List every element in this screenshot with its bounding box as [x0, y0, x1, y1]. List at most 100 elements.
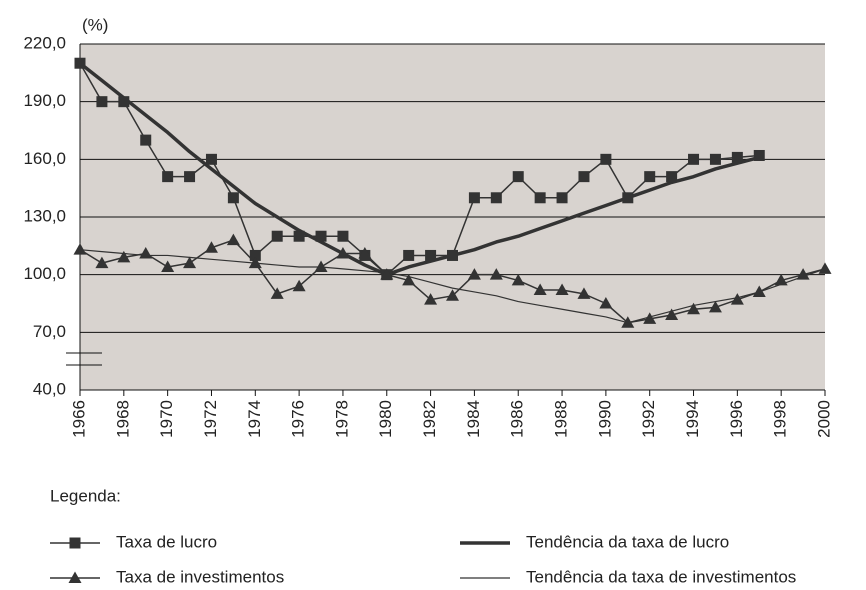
marker-square — [534, 192, 546, 204]
x-tick-label: 1978 — [332, 400, 351, 438]
marker-triangle — [183, 256, 197, 269]
marker-triangle — [358, 247, 372, 259]
marker-square — [731, 151, 743, 163]
y-tick-label: 130,0 — [23, 206, 66, 225]
x-tick-label: 2000 — [814, 400, 833, 438]
marker-triangle — [402, 273, 416, 286]
marker-square — [337, 230, 349, 242]
marker-square — [74, 57, 86, 69]
marker-triangle — [161, 260, 175, 272]
x-tick-label: 1968 — [113, 400, 132, 438]
marker-square — [666, 171, 678, 183]
marker-square — [425, 249, 437, 261]
marker-square — [512, 171, 524, 183]
marker-square — [140, 134, 152, 146]
marker-square — [69, 537, 81, 549]
x-tick-label: 1970 — [157, 400, 176, 438]
marker-triangle — [577, 287, 591, 299]
marker-square — [468, 192, 480, 204]
legend-title: Legenda: — [50, 486, 121, 505]
marker-square — [578, 171, 590, 183]
marker-triangle — [292, 279, 306, 292]
x-tick-label: 1976 — [289, 400, 308, 438]
marker-square — [184, 171, 196, 183]
y-tick-label: 160,0 — [23, 149, 66, 168]
marker-triangle — [73, 243, 87, 255]
x-tick-label: 1990 — [595, 400, 614, 438]
marker-square — [227, 192, 239, 204]
marker-square — [753, 149, 765, 161]
marker-triangle — [314, 260, 328, 272]
marker-square — [96, 96, 108, 108]
marker-square — [271, 230, 283, 242]
marker-triangle — [117, 250, 131, 263]
marker-triangle — [336, 247, 350, 259]
marker-square — [315, 230, 327, 242]
series-line — [78, 61, 760, 277]
x-tick-label: 1996 — [727, 400, 746, 438]
x-tick-label: 1972 — [201, 400, 220, 438]
x-tick-label: 1982 — [420, 400, 439, 438]
x-tick-label: 1984 — [464, 400, 483, 438]
marker-triangle — [555, 283, 569, 296]
y-tick-label: 40,0 — [33, 379, 66, 398]
x-tick-label: 1994 — [683, 400, 702, 438]
marker-triangle — [643, 312, 657, 324]
x-tick-label: 1980 — [376, 400, 395, 438]
marker-square — [490, 192, 502, 204]
y-axis-label: (%) — [82, 15, 108, 34]
marker-square — [556, 192, 568, 204]
x-tick-label: 1966 — [69, 400, 88, 438]
marker-square — [205, 153, 217, 165]
marker-triangle — [248, 256, 262, 269]
marker-triangle — [95, 256, 109, 269]
legend-label: Tendência da taxa de lucro — [526, 532, 729, 551]
marker-triangle — [270, 287, 284, 299]
marker-triangle — [730, 293, 744, 305]
marker-triangle — [424, 293, 438, 305]
marker-square — [709, 153, 721, 165]
legend-label: Taxa de investimentos — [116, 567, 284, 586]
marker-triangle — [204, 241, 218, 253]
x-tick-label: 1998 — [771, 400, 790, 438]
marker-triangle — [796, 268, 810, 280]
marker-square — [118, 96, 130, 108]
marker-square — [162, 171, 174, 183]
marker-triangle — [752, 285, 766, 297]
marker-triangle — [380, 268, 394, 280]
marker-square — [403, 249, 415, 261]
marker-triangle — [511, 273, 525, 286]
legend-label: Taxa de lucro — [116, 532, 217, 551]
marker-square — [293, 230, 305, 242]
series-line — [79, 249, 826, 324]
marker-triangle — [446, 289, 459, 301]
x-tick-label: 1988 — [552, 400, 571, 438]
marker-triangle — [489, 268, 503, 280]
marker-triangle — [818, 262, 832, 274]
marker-square — [600, 153, 612, 165]
marker-triangle — [621, 316, 635, 328]
y-tick-label: 190,0 — [23, 91, 66, 110]
marker-square — [644, 171, 656, 183]
marker-triangle — [226, 233, 240, 246]
legend-label: Tendência da taxa de investimentos — [526, 567, 796, 586]
marker-square — [622, 192, 634, 204]
marker-triangle — [68, 571, 82, 583]
marker-triangle — [533, 283, 547, 296]
y-tick-label: 70,0 — [33, 322, 66, 341]
marker-square — [688, 153, 700, 165]
marker-triangle — [774, 273, 788, 286]
marker-triangle — [708, 300, 722, 313]
marker-square — [249, 249, 261, 261]
y-tick-label: 220,0 — [23, 33, 66, 52]
marker-triangle — [687, 302, 701, 315]
marker-triangle — [599, 297, 613, 309]
x-tick-label: 1974 — [245, 400, 264, 438]
marker-triangle — [139, 247, 153, 259]
marker-square — [447, 249, 458, 261]
marker-triangle — [665, 308, 679, 321]
y-tick-label: 100,0 — [23, 264, 66, 283]
marker-triangle — [467, 268, 481, 280]
